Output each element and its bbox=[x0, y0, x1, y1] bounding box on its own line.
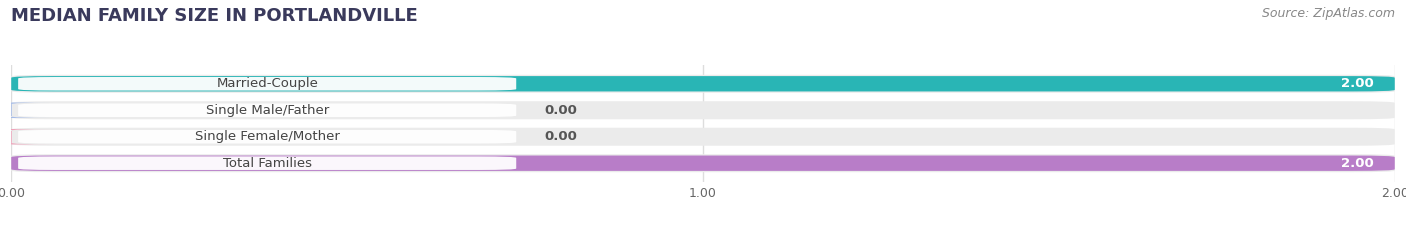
Text: Single Female/Mother: Single Female/Mother bbox=[195, 130, 340, 143]
Text: MEDIAN FAMILY SIZE IN PORTLANDVILLE: MEDIAN FAMILY SIZE IN PORTLANDVILLE bbox=[11, 7, 418, 25]
Text: 0.00: 0.00 bbox=[544, 104, 576, 117]
Text: Total Families: Total Families bbox=[222, 157, 312, 170]
Text: Married-Couple: Married-Couple bbox=[217, 77, 318, 90]
Text: 2.00: 2.00 bbox=[1341, 77, 1374, 90]
Text: 0.00: 0.00 bbox=[544, 130, 576, 143]
FancyBboxPatch shape bbox=[11, 154, 1395, 172]
FancyBboxPatch shape bbox=[0, 103, 53, 118]
FancyBboxPatch shape bbox=[11, 101, 1395, 119]
Text: Single Male/Father: Single Male/Father bbox=[205, 104, 329, 117]
Text: 2.00: 2.00 bbox=[1341, 157, 1374, 170]
FancyBboxPatch shape bbox=[18, 77, 516, 91]
FancyBboxPatch shape bbox=[18, 156, 516, 170]
FancyBboxPatch shape bbox=[11, 128, 1395, 146]
FancyBboxPatch shape bbox=[11, 76, 1395, 92]
FancyBboxPatch shape bbox=[18, 130, 516, 144]
Text: Source: ZipAtlas.com: Source: ZipAtlas.com bbox=[1261, 7, 1395, 20]
FancyBboxPatch shape bbox=[11, 156, 1395, 171]
FancyBboxPatch shape bbox=[0, 129, 53, 144]
FancyBboxPatch shape bbox=[11, 75, 1395, 93]
FancyBboxPatch shape bbox=[18, 103, 516, 117]
